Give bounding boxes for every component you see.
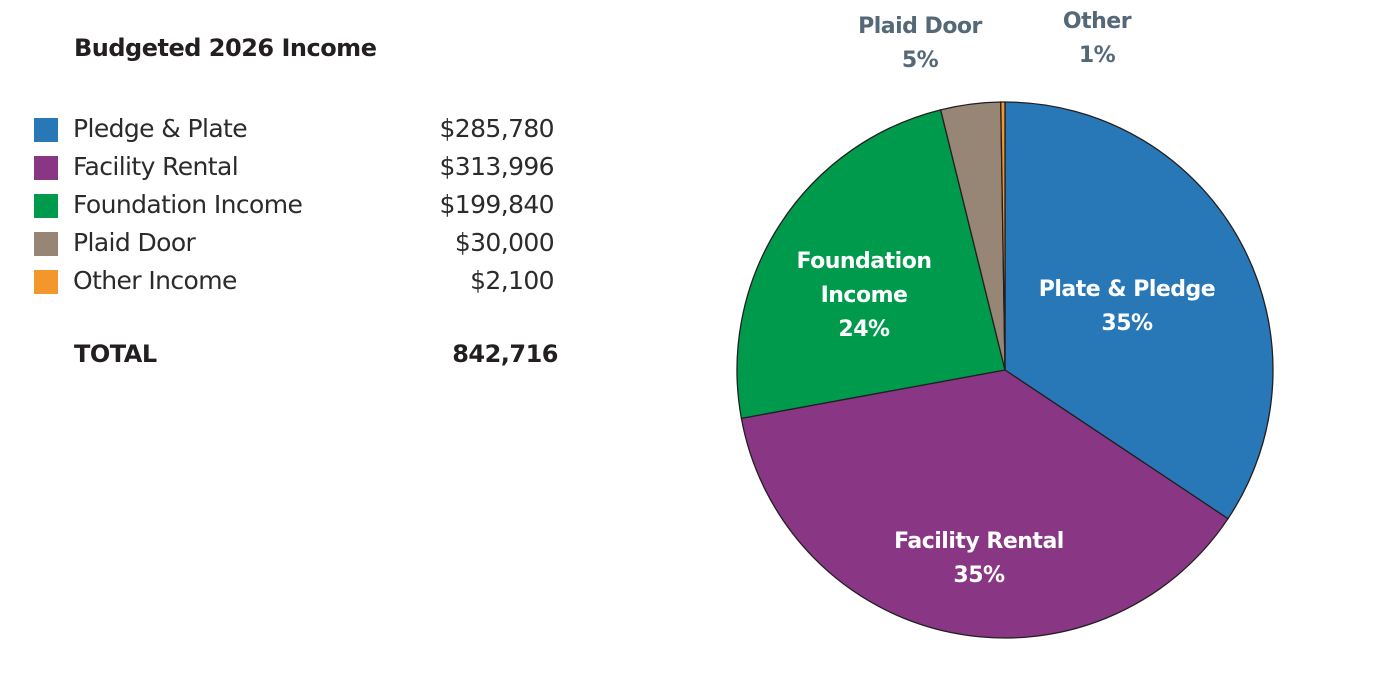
legend-amount: $313,996	[439, 152, 555, 181]
slice-label: Facility Rental	[894, 529, 1064, 554]
legend-amount: $2,100	[470, 266, 554, 295]
pie-slice	[740, 369, 1229, 639]
slice-label: Foundation	[796, 249, 931, 274]
slice-label: Income	[821, 283, 908, 308]
slice-label: Other	[1063, 9, 1132, 34]
legend-swatch	[34, 270, 58, 294]
legend-amount: $285,780	[439, 114, 555, 143]
total-row: TOTAL 842,716	[74, 340, 558, 368]
slice-label: Plaid Door	[858, 14, 982, 39]
chart-title: Budgeted 2026 Income	[74, 34, 377, 62]
total-value: 842,716	[452, 340, 558, 368]
slice-label: 1%	[1079, 43, 1116, 68]
slice-label: 5%	[902, 48, 939, 73]
legend-label: Foundation Income	[73, 190, 303, 219]
legend-swatch	[34, 194, 58, 218]
legend-label: Other Income	[73, 266, 237, 295]
total-label: TOTAL	[74, 340, 157, 368]
legend-item: Facility Rental $313,996	[34, 150, 555, 188]
legend-label: Plaid Door	[73, 228, 196, 257]
legend-item: Other Income $2,100	[34, 264, 555, 302]
legend-swatch	[34, 156, 58, 180]
slice-label: Plate & Pledge	[1039, 277, 1215, 302]
legend: Pledge & Plate $285,780 Facility Rental …	[34, 112, 555, 302]
slice-label: 24%	[838, 317, 890, 342]
legend-swatch	[34, 118, 58, 142]
legend-amount: $30,000	[454, 228, 555, 257]
slice-label: 35%	[953, 563, 1005, 588]
pie-slice	[1000, 101, 1006, 371]
legend-item: Plaid Door $30,000	[34, 226, 555, 264]
legend-label: Pledge & Plate	[73, 114, 248, 143]
legend-item: Foundation Income $199,840	[34, 188, 555, 226]
legend-item: Pledge & Plate $285,780	[34, 112, 555, 150]
legend-swatch	[34, 232, 58, 256]
legend-label: Facility Rental	[73, 152, 239, 181]
pie-slice	[736, 109, 1006, 420]
legend-amount: $199,840	[439, 190, 555, 219]
slice-label: 35%	[1101, 311, 1153, 336]
